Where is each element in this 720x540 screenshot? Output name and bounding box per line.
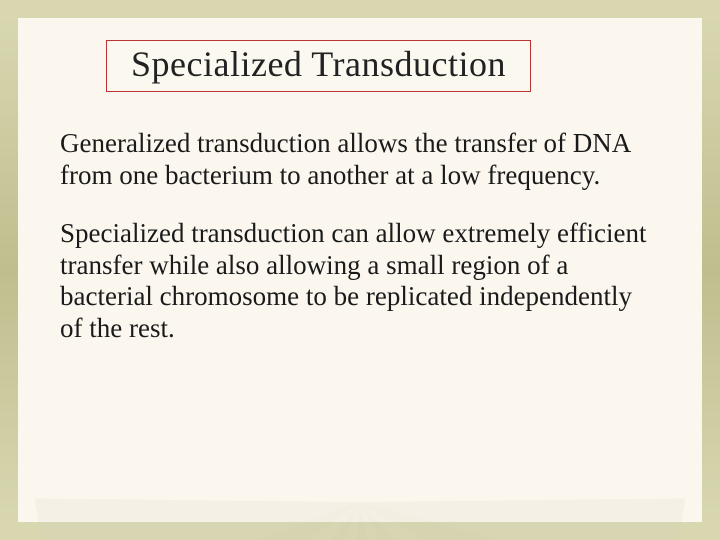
paragraph-1: Generalized transduction allows the tran…: [52, 128, 668, 192]
slide-frame: Specialized Transduction Generalized tra…: [0, 0, 720, 540]
slide-content: Specialized Transduction Generalized tra…: [18, 18, 702, 522]
paragraph-2: Specialized transduction can allow extre…: [52, 218, 668, 345]
slide-title: Specialized Transduction: [106, 40, 531, 92]
